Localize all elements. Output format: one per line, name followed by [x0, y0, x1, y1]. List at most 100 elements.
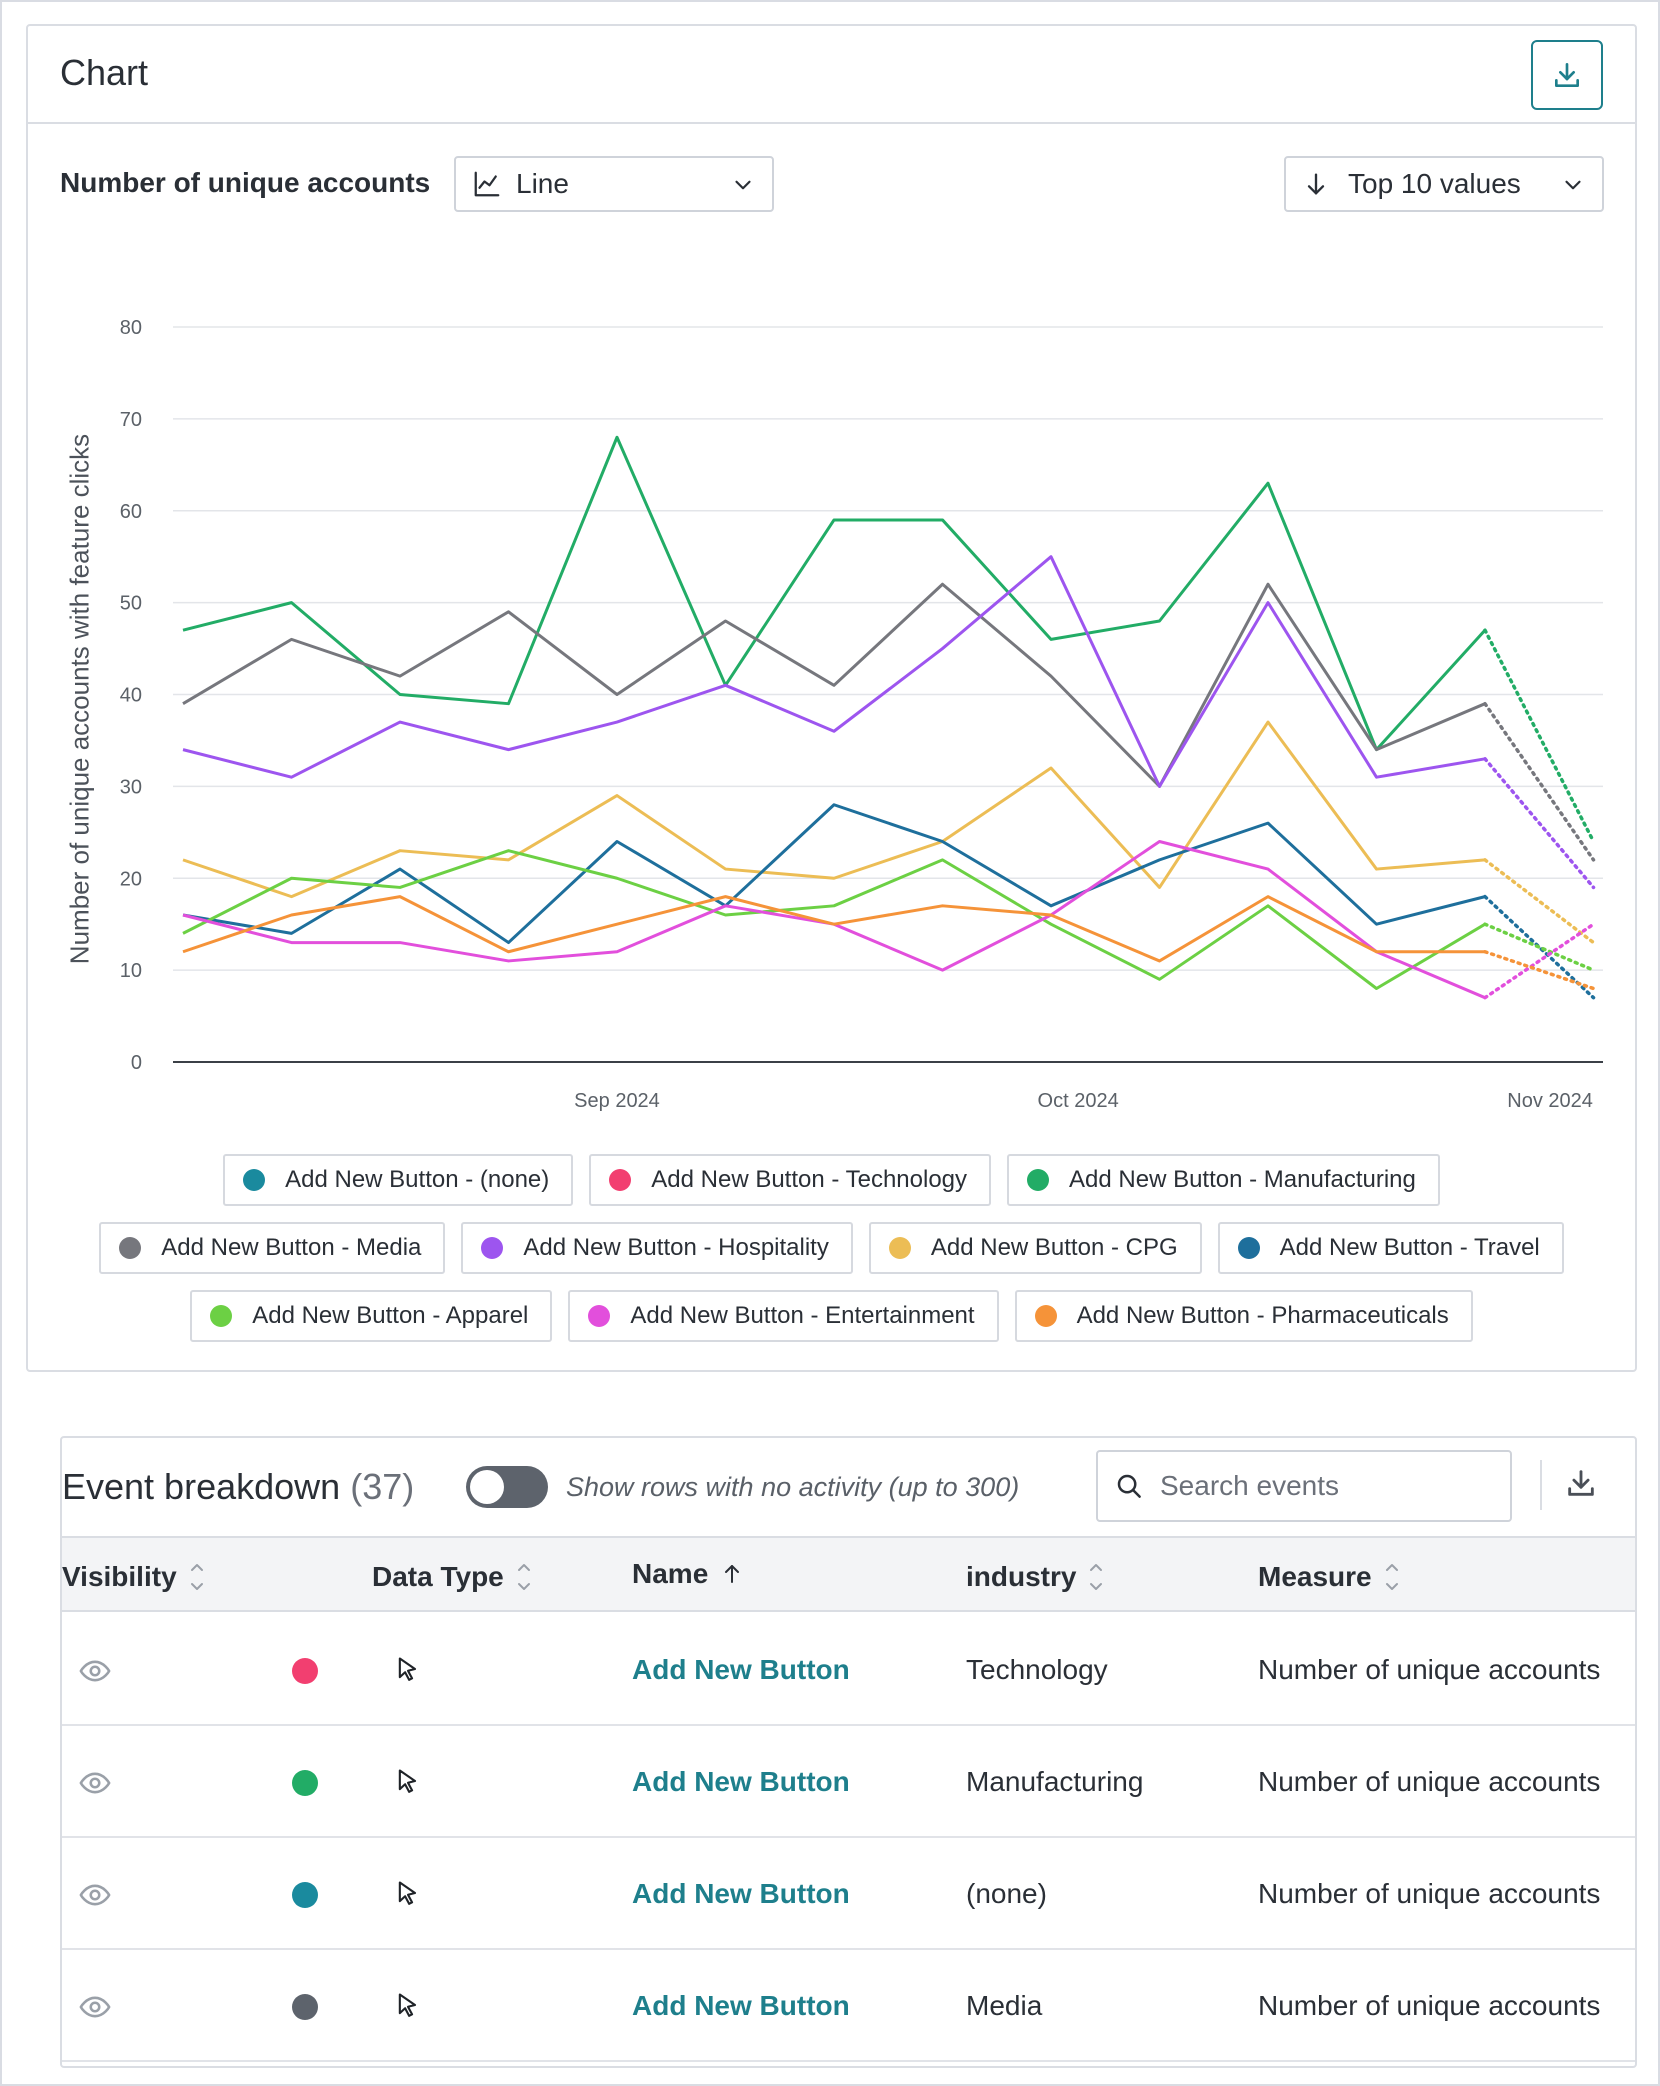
y-tick-label: 60: [120, 501, 142, 523]
measure-value: Number of unique accounts: [1258, 1990, 1601, 2021]
eye-icon: [79, 1996, 111, 2018]
series-line-partial: [1483, 701, 1596, 862]
column-header-measure[interactable]: Measure: [1258, 1558, 1400, 1596]
legend-item[interactable]: Add New Button - Media: [99, 1222, 446, 1274]
legend-color-dot: [210, 1305, 233, 1327]
legend-color-dot: [119, 1237, 142, 1259]
series-line: [182, 720, 1486, 899]
legend-item[interactable]: Add New Button - Apparel: [190, 1290, 553, 1342]
download-chart-button[interactable]: [1531, 40, 1603, 110]
search-icon: [1117, 1474, 1141, 1498]
visibility-toggle[interactable]: [76, 1766, 114, 1805]
event-breakdown-label: Event breakdown: [62, 1466, 341, 1507]
card-title: Chart: [60, 52, 149, 93]
visibility-toggle[interactable]: [76, 1654, 114, 1693]
legend-item[interactable]: Add New Button - Technology: [589, 1154, 992, 1206]
legend-label: Add New Button - (none): [285, 1166, 550, 1193]
industry-value: (none): [966, 1878, 1047, 1909]
download-icon: [1555, 62, 1579, 87]
search-input[interactable]: [1158, 1469, 1498, 1503]
data-type-click: [394, 1878, 422, 1913]
legend-color-dot: [888, 1237, 911, 1259]
event-breakdown-title: Event breakdown (37): [62, 1466, 414, 1508]
show-empty-rows-toggle[interactable]: [466, 1466, 548, 1508]
table-row[interactable]: Add New Button (none) Number of unique acc…: [62, 1838, 1635, 1950]
industry-value: Technology: [966, 1654, 1108, 1685]
column-label: Name: [632, 1558, 709, 1589]
chart-card-header: Chart: [28, 26, 1635, 124]
x-tick-label: Oct 2024: [1038, 1090, 1119, 1112]
column-header-name[interactable]: Name: [632, 1558, 744, 1590]
download-table-button[interactable]: [1564, 1466, 1598, 1505]
event-count: (37): [350, 1466, 415, 1507]
series-line-partial: [1483, 628, 1596, 844]
series-line-partial: [1483, 950, 1596, 991]
data-type-click: [394, 1990, 422, 2025]
event-name-link[interactable]: Add New Button: [632, 1878, 850, 1909]
series-line-partial: [1483, 922, 1596, 1000]
legend-item[interactable]: Add New Button - Travel: [1217, 1222, 1564, 1274]
chart-type-select[interactable]: Line: [454, 156, 774, 212]
series-color-dot: [292, 1658, 318, 1684]
chart-type-value: Line: [516, 168, 569, 199]
table-row[interactable]: Add New Button Media Number of unique acco…: [62, 1950, 1635, 2062]
y-tick-label: 20: [120, 868, 142, 890]
event-name-link[interactable]: Add New Button: [632, 1990, 850, 2021]
series-line: [182, 840, 1486, 1000]
y-tick-label: 0: [131, 1052, 142, 1074]
arrow-up-icon: [725, 1565, 740, 1583]
legend-label: Add New Button - Manufacturing: [1069, 1166, 1416, 1193]
search-box[interactable]: [1096, 1450, 1512, 1522]
legend-label: Add New Button - Pharmaceuticals: [1076, 1302, 1449, 1329]
cursor-icon: [398, 1657, 417, 1681]
table-row[interactable]: Add New Button Technology Number of unique…: [62, 1614, 1635, 1726]
legend-color-dot: [609, 1169, 632, 1191]
legend-item[interactable]: Add New Button - Manufacturing: [1007, 1154, 1440, 1206]
legend-row: Add New Button - Apparel Add New Button -…: [28, 1290, 1635, 1342]
visibility-toggle[interactable]: [76, 1878, 114, 1917]
sort-icon: [517, 1564, 530, 1590]
sort-icon: [1385, 1564, 1398, 1590]
column-header-industry[interactable]: industry: [966, 1558, 1104, 1596]
chart-card: Chart Number of unique accounts Line Top…: [26, 24, 1637, 1372]
column-label: Measure: [1258, 1561, 1372, 1592]
legend-item[interactable]: Add New Button - Entertainment: [568, 1290, 999, 1342]
legend-label: Add New Button - Hospitality: [523, 1234, 829, 1261]
x-tick-label: Nov 2024: [1507, 1090, 1593, 1112]
line-chart: 0 10 20 30 40 50 60 70 80 Sep 2024 Oct 2024 Nov 202…: [120, 317, 1603, 1112]
legend-item[interactable]: Add New Button - Pharmaceuticals: [1014, 1290, 1473, 1342]
visibility-toggle[interactable]: [76, 1990, 114, 2029]
event-name-link[interactable]: Add New Button: [632, 1766, 850, 1797]
legend-row: Add New Button - Media Add New Button - H…: [28, 1222, 1635, 1274]
toolbar-divider: [1540, 1460, 1542, 1510]
column-header-visibility[interactable]: Visibility: [62, 1558, 205, 1596]
legend-color-dot: [1237, 1237, 1260, 1259]
column-header-data-type[interactable]: Data Type: [372, 1558, 532, 1596]
top-values-select[interactable]: Top 10 values: [1284, 156, 1604, 212]
legend-label: Add New Button - Travel: [1279, 1234, 1540, 1261]
y-tick-label: 70: [120, 409, 142, 431]
legend-item[interactable]: Add New Button - Hospitality: [461, 1222, 853, 1274]
y-tick-label: 80: [120, 317, 142, 339]
event-name-link[interactable]: Add New Button: [632, 1654, 850, 1685]
x-tick-label: Sep 2024: [574, 1090, 660, 1112]
data-type-click: [394, 1766, 422, 1801]
sort-icon: [190, 1564, 203, 1590]
legend-row: Add New Button - (none) Add New Button - …: [28, 1154, 1635, 1206]
legend-label: Add New Button - Entertainment: [630, 1302, 975, 1329]
legend-color-dot: [481, 1237, 504, 1259]
chevron-down-icon: [735, 180, 751, 190]
series-line-partial: [1483, 858, 1596, 945]
legend-item[interactable]: Add New Button - (none): [223, 1154, 574, 1206]
series-line-partial: [1483, 922, 1596, 972]
series-line: [182, 435, 1487, 752]
cursor-icon: [398, 1769, 417, 1793]
eye-icon: [79, 1772, 111, 1794]
series-line-partial: [1483, 757, 1596, 890]
legend-item[interactable]: Add New Button - CPG: [868, 1222, 1202, 1274]
series-color-dot: [292, 1882, 318, 1908]
industry-value: Manufacturing: [966, 1766, 1144, 1797]
table-row[interactable]: Add New Button Manufacturing Number of uni…: [62, 1726, 1635, 1838]
eye-icon: [79, 1884, 111, 1906]
measure-value: Number of unique accounts: [1258, 1878, 1601, 1909]
